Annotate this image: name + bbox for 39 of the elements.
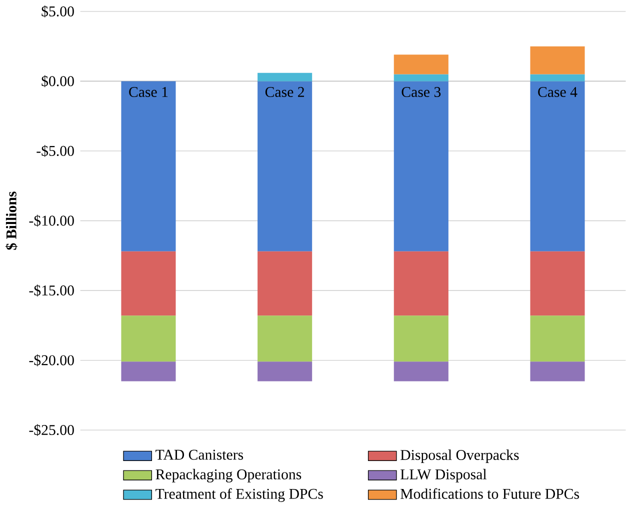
x-tick-label: Case 3 [402, 87, 441, 98]
y-tick-label: -$25.00 [29, 424, 74, 436]
bar [258, 252, 312, 316]
bar [530, 252, 585, 316]
bar [121, 362, 176, 382]
bar [394, 362, 448, 382]
y-tick-label: -$5.00 [36, 145, 74, 158]
legend-label: Disposal Overpacks [400, 450, 519, 464]
bar [530, 316, 585, 362]
bar [530, 362, 585, 382]
legend-label: TAD Canisters [156, 450, 244, 460]
bar [258, 81, 312, 252]
y-tick-label: -$10.00 [29, 214, 74, 227]
bar [394, 81, 448, 252]
bar [394, 252, 448, 316]
bar [121, 316, 176, 362]
bar [530, 74, 585, 82]
y-tick-label: -$20.00 [29, 354, 74, 366]
bar [394, 54, 448, 74]
bar [394, 316, 448, 362]
x-tick-label: Case 1 [129, 87, 168, 98]
bar [258, 362, 312, 382]
y-axis-title: $ Billions [5, 192, 18, 250]
x-tick-label: Case 2 [265, 87, 304, 98]
bar [530, 46, 585, 74]
legend-label: Repackaging Operations [156, 469, 302, 483]
legend-label: Treatment of Existing DPCs [156, 488, 323, 502]
x-tick-label: Case 4 [538, 87, 578, 98]
legend-label: LLW Disposal [400, 469, 487, 482]
y-tick-label: $0.00 [42, 75, 74, 88]
y-tick-label: -$15.00 [29, 284, 74, 297]
bar [121, 81, 176, 252]
bar [258, 72, 312, 82]
bar [121, 252, 176, 316]
bar [394, 74, 448, 82]
bar [258, 316, 312, 362]
legend-label: Modifications to Future DPCs [400, 488, 579, 499]
bar [530, 81, 585, 252]
y-tick-label: $5.00 [42, 6, 74, 18]
